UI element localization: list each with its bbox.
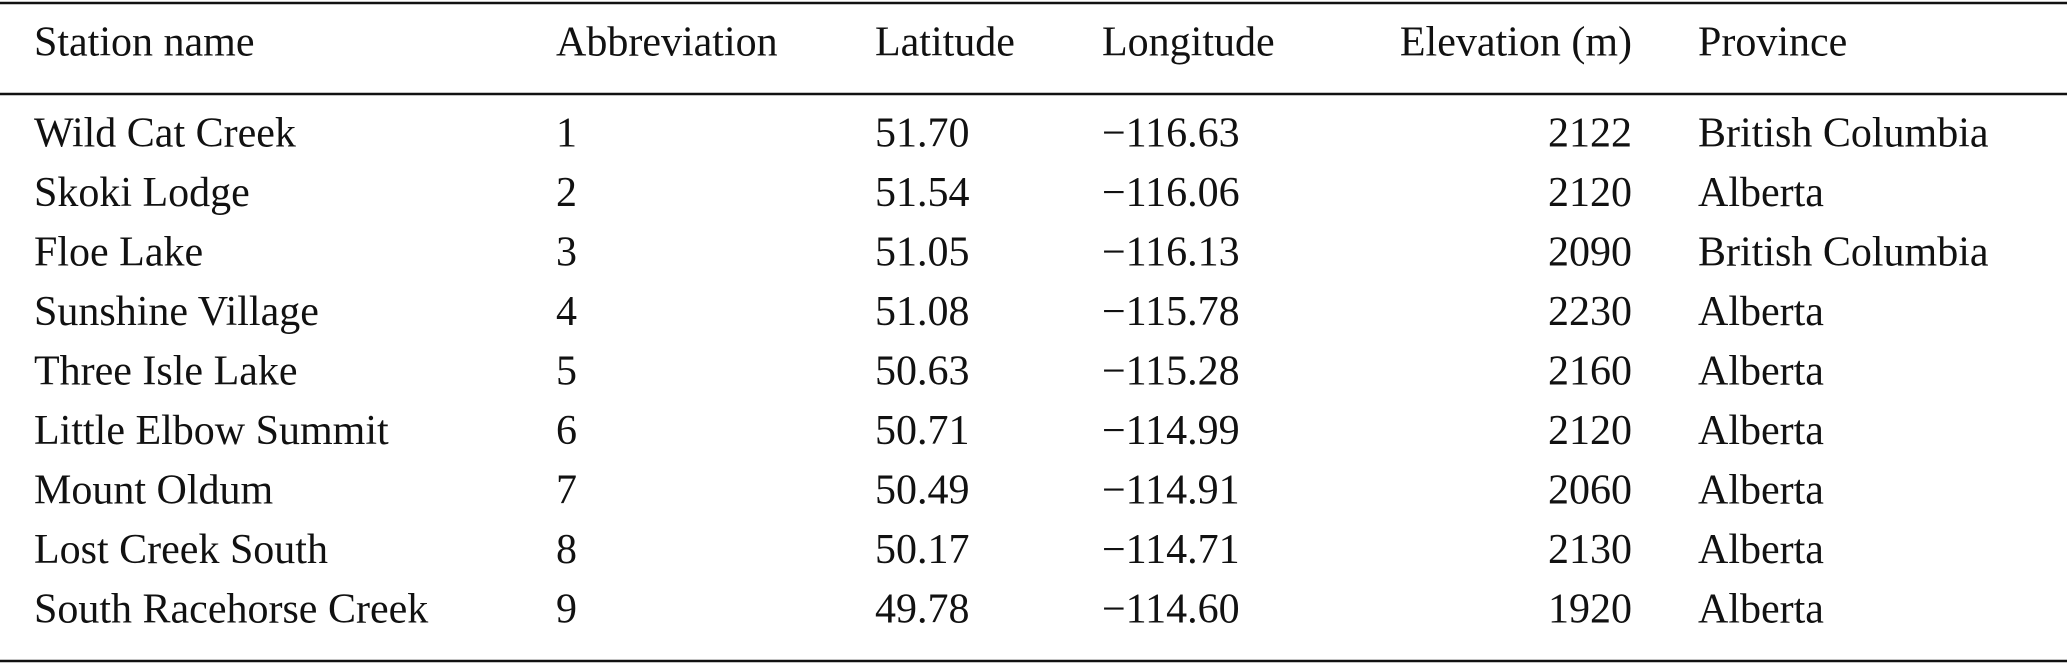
cell: −116.63: [1102, 111, 1240, 157]
cell: 7: [556, 468, 577, 514]
cell: 9: [556, 587, 577, 633]
cell: 5: [556, 349, 577, 395]
cell: 6: [556, 408, 577, 454]
cell: Alberta: [1698, 587, 1824, 633]
cell: Wild Cat Creek: [34, 111, 296, 157]
cell: Little Elbow Summit: [34, 408, 389, 454]
cell: 50.49: [875, 468, 970, 514]
cell: Alberta: [1698, 468, 1824, 514]
cell: 2: [556, 170, 577, 216]
cell: Floe Lake: [34, 230, 203, 276]
cell: Alberta: [1698, 289, 1824, 335]
cell: British Columbia: [1698, 111, 1989, 157]
cell: 51.54: [875, 170, 970, 216]
cell: 2120: [1548, 170, 1632, 216]
cell: −114.60: [1102, 587, 1240, 633]
cell: −115.28: [1102, 349, 1240, 395]
cell: Alberta: [1698, 408, 1824, 454]
cell: −114.71: [1102, 527, 1240, 573]
cell: 51.70: [875, 111, 970, 157]
cell: Skoki Lodge: [34, 170, 250, 216]
header-cell: Province: [1698, 20, 1847, 66]
cell: Alberta: [1698, 349, 1824, 395]
cell: Alberta: [1698, 170, 1824, 216]
cell: 2060: [1548, 468, 1632, 514]
cell: 50.17: [875, 527, 970, 573]
header-cell: Abbreviation: [556, 20, 778, 66]
cell: −114.99: [1102, 408, 1240, 454]
cell: Alberta: [1698, 527, 1824, 573]
cell: 1: [556, 111, 577, 157]
cell: 51.05: [875, 230, 970, 276]
cell: 50.63: [875, 349, 970, 395]
header-cell: Elevation (m): [1400, 20, 1632, 66]
cell: 8: [556, 527, 577, 573]
cell: Sunshine Village: [34, 289, 319, 335]
cell: 2120: [1548, 408, 1632, 454]
cell: −116.06: [1102, 170, 1240, 216]
cell: 2130: [1548, 527, 1632, 573]
cell: −116.13: [1102, 230, 1240, 276]
cell: 51.08: [875, 289, 970, 335]
cell: 2230: [1548, 289, 1632, 335]
cell: 3: [556, 230, 577, 276]
cell: Three Isle Lake: [34, 349, 298, 395]
header-cell: Latitude: [875, 20, 1015, 66]
cell: 2090: [1548, 230, 1632, 276]
cell: South Racehorse Creek: [34, 587, 428, 633]
cell: −114.91: [1102, 468, 1240, 514]
cell: Lost Creek South: [34, 527, 328, 573]
cell: 4: [556, 289, 577, 335]
cell: British Columbia: [1698, 230, 1989, 276]
cell: 2122: [1548, 111, 1632, 157]
header-cell: Station name: [34, 20, 254, 66]
cell: 2160: [1548, 349, 1632, 395]
cell: 50.71: [875, 408, 970, 454]
header-cell: Longitude: [1102, 20, 1275, 66]
cell: −115.78: [1102, 289, 1240, 335]
cell: 1920: [1548, 587, 1632, 633]
cell: 49.78: [875, 587, 970, 633]
cell: Mount Oldum: [34, 468, 274, 514]
